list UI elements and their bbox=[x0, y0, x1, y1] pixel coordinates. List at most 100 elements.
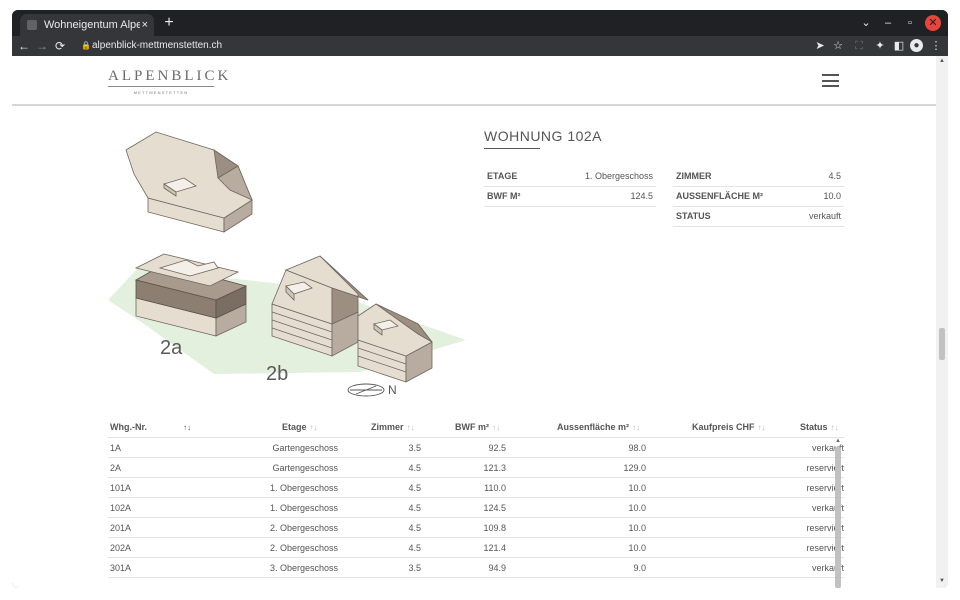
screenshot-icon[interactable]: ⛶ bbox=[855, 40, 863, 52]
table-row[interactable]: 101A 1. Obergeschoss 4.5 110.0 10.0 reservier… bbox=[108, 478, 844, 498]
cell-aussen: 10.0 bbox=[628, 483, 646, 493]
column-header-aussenflaeche[interactable]: Aussenfläche m² ↑↓ bbox=[557, 422, 641, 432]
logo-divider bbox=[108, 86, 214, 87]
north-arrow-icon bbox=[347, 383, 385, 397]
column-header-etage[interactable]: Etage ↑↓ bbox=[282, 422, 318, 432]
scroll-up-icon[interactable]: ▲ bbox=[835, 438, 841, 444]
site-header: ALPENBLICK METTMENSTETTEN bbox=[12, 56, 936, 106]
column-header-status[interactable]: Status ↑↓ bbox=[800, 422, 839, 432]
cell-zimmer: 4.5 bbox=[408, 463, 421, 473]
cell-status: reserviert bbox=[806, 523, 844, 533]
sort-icon: ↑↓ bbox=[830, 423, 839, 432]
cell-zimmer: 4.5 bbox=[408, 543, 421, 553]
hamburger-menu-icon[interactable] bbox=[822, 74, 839, 87]
cell-etage: 1. Obergeschoss bbox=[269, 483, 338, 493]
unit-info-left: ETAGE 1. Obergeschoss BWF M² 124.5 bbox=[484, 166, 656, 207]
minimize-button[interactable]: – bbox=[884, 17, 892, 29]
cell-zimmer: 3.5 bbox=[408, 443, 421, 453]
cell-nr: 102A bbox=[110, 503, 132, 513]
cell-etage: 3. Obergeschoss bbox=[269, 563, 338, 573]
column-header-kaufpreis[interactable]: Kaufpreis CHF ↑↓ bbox=[692, 422, 766, 432]
sort-icon: ↑↓ bbox=[632, 423, 641, 432]
address-bar[interactable]: 🔒 alpenblick-mettmenstetten.ch bbox=[78, 37, 818, 55]
list-body: 1A Gartengeschoss 3.5 92.5 98.0 verkauft 2A Gar… bbox=[108, 438, 844, 588]
cell-aussen: 10.0 bbox=[628, 503, 646, 513]
column-header-bwf[interactable]: BWF m² ↑↓ bbox=[455, 422, 500, 432]
cell-bwf: 121.4 bbox=[483, 543, 506, 553]
cell-etage: 1. Obergeschoss bbox=[269, 503, 338, 513]
cell-nr: 301A bbox=[110, 563, 132, 573]
reload-icon[interactable]: ⟳ bbox=[54, 39, 66, 53]
cell-bwf: 109.8 bbox=[483, 523, 506, 533]
page-scroll-thumb[interactable] bbox=[939, 328, 945, 360]
table-row[interactable]: 201A 2. Obergeschoss 4.5 109.8 10.0 reservier… bbox=[108, 518, 844, 538]
table-row[interactable]: 102A 1. Obergeschoss 4.5 124.5 10.0 verkauft bbox=[108, 498, 844, 518]
info-row-etage: ETAGE 1. Obergeschoss bbox=[484, 166, 656, 187]
cell-zimmer: 4.5 bbox=[408, 503, 421, 513]
maximize-button[interactable]: ▫ bbox=[908, 17, 912, 29]
side-panel-icon[interactable]: ◧ bbox=[893, 40, 905, 52]
favicon-icon bbox=[27, 20, 37, 30]
bookmark-star-icon[interactable]: ☆ bbox=[833, 40, 843, 52]
tab-close-icon[interactable]: × bbox=[141, 19, 148, 31]
cell-etage: 2. Obergeschoss bbox=[269, 543, 338, 553]
cell-nr: 201A bbox=[110, 523, 132, 533]
url-text: alpenblick-mettmenstetten.ch bbox=[92, 40, 223, 51]
page-scrollbar[interactable]: ▲ ▼ bbox=[936, 56, 948, 588]
north-label: N bbox=[388, 383, 397, 397]
cell-etage: 2. Obergeschoss bbox=[269, 523, 338, 533]
column-header-zimmer[interactable]: Zimmer ↑↓ bbox=[371, 422, 415, 432]
menu-kebab-icon[interactable]: ⋮ bbox=[930, 40, 942, 52]
browser-toolbar: ← → ⟳ 🔒 alpenblick-mettmenstetten.ch ➤ ☆… bbox=[12, 36, 948, 56]
table-row[interactable]: 2A Gartengeschoss 4.5 121.3 129.0 reserviert bbox=[108, 458, 844, 478]
profile-avatar-icon[interactable]: ● bbox=[910, 39, 923, 52]
info-key: BWF M² bbox=[484, 186, 544, 207]
cell-zimmer: 3.5 bbox=[408, 563, 421, 573]
cell-aussen: 10.0 bbox=[628, 523, 646, 533]
scroll-down-icon[interactable]: ▼ bbox=[939, 578, 945, 584]
apartment-list: Whg.-Nr. ↑↓ Etage ↑↓ Zimmer ↑↓ BWF m² ↑↓ Au… bbox=[108, 416, 844, 588]
list-scroll-thumb[interactable] bbox=[835, 447, 841, 588]
page-viewport: ALPENBLICK METTMENSTETTEN bbox=[12, 56, 948, 588]
info-value: verkauft bbox=[794, 206, 844, 227]
new-tab-button[interactable]: + bbox=[164, 14, 174, 31]
info-key: AUSSENFLÄCHE M² bbox=[673, 186, 795, 207]
info-row-status: STATUS verkauft bbox=[673, 206, 844, 227]
site-logo[interactable]: ALPENBLICK METTMENSTETTEN bbox=[108, 68, 228, 95]
cell-bwf: 110.0 bbox=[484, 483, 506, 493]
building-label-2a[interactable]: 2a bbox=[160, 337, 183, 359]
scroll-up-icon[interactable]: ▲ bbox=[939, 58, 945, 64]
cell-bwf: 92.5 bbox=[488, 443, 506, 453]
browser-window: Wohneigentum Alpenblic × + ⌄ – ▫ ✕ ← → ⟳… bbox=[12, 10, 948, 588]
close-window-button[interactable]: ✕ bbox=[925, 15, 941, 31]
browser-tab[interactable]: Wohneigentum Alpenblic × bbox=[20, 14, 154, 36]
info-row-zimmer: ZIMMER 4.5 bbox=[673, 166, 844, 187]
cell-aussen: 9.0 bbox=[633, 563, 646, 573]
info-value: 1. Obergeschoss bbox=[543, 166, 656, 187]
back-arrow-icon[interactable]: ← bbox=[18, 39, 30, 53]
sort-icon: ↑↓ bbox=[406, 423, 415, 432]
table-row[interactable]: 202A 2. Obergeschoss 4.5 121.4 10.0 reservier… bbox=[108, 538, 844, 558]
cell-bwf: 121.3 bbox=[483, 463, 506, 473]
building-2a bbox=[134, 253, 248, 337]
building-label-2b[interactable]: 2b bbox=[266, 363, 288, 385]
sort-icon-nr[interactable]: ↑↓ bbox=[183, 423, 191, 432]
cell-nr: 101A bbox=[110, 483, 132, 493]
tab-search-icon[interactable]: ⌄ bbox=[861, 17, 871, 29]
table-row[interactable]: 301A 3. Obergeschoss 3.5 94.9 9.0 verkauft bbox=[108, 558, 844, 578]
forward-arrow-icon[interactable]: → bbox=[36, 39, 48, 53]
cell-zimmer: 4.5 bbox=[408, 483, 421, 493]
building-2b bbox=[271, 255, 433, 383]
list-scrollbar[interactable]: ▲ bbox=[834, 438, 842, 588]
info-value: 10.0 bbox=[794, 186, 844, 207]
cell-etage: Gartengeschoss bbox=[272, 443, 338, 453]
extensions-icon[interactable]: ✦ bbox=[875, 40, 885, 52]
info-row-aussenflaeche: AUSSENFLÄCHE M² 10.0 bbox=[673, 186, 844, 207]
column-header-nr[interactable]: Whg.-Nr. bbox=[110, 422, 147, 432]
table-row[interactable]: 1A Gartengeschoss 3.5 92.5 98.0 verkauft bbox=[108, 438, 844, 458]
unit-title: WOHNUNG 102A bbox=[484, 128, 603, 144]
cell-nr: 2A bbox=[110, 463, 122, 473]
cell-status: verkauft bbox=[811, 443, 844, 453]
info-key: ETAGE bbox=[484, 166, 544, 187]
send-icon[interactable]: ➤ bbox=[815, 40, 825, 52]
